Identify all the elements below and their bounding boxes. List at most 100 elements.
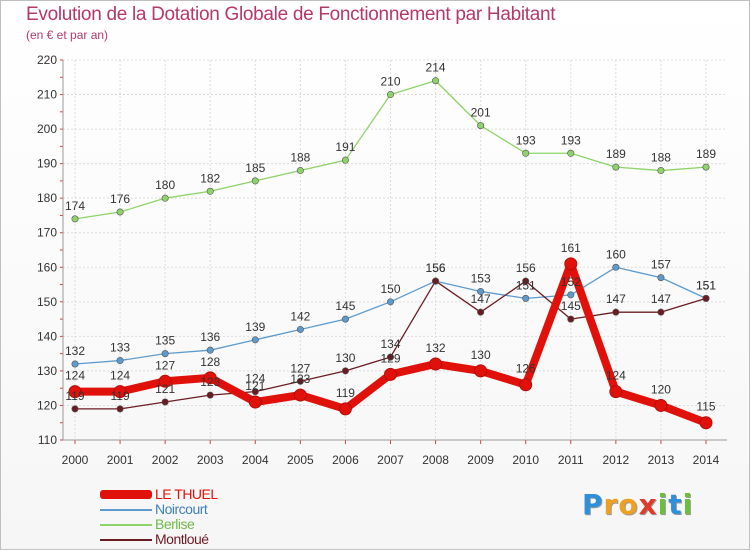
data-label-montloue: 134 xyxy=(380,337,400,351)
data-label-berlise: 176 xyxy=(110,192,130,206)
x-tick-label: 2003 xyxy=(197,453,224,467)
data-point-le-thuel xyxy=(113,385,127,399)
axes: 110 120 130 140 150 160 170 180 190 200 210 220 2000… xyxy=(37,53,727,467)
data-point-montloue xyxy=(432,277,440,285)
data-label-noircourt: 160 xyxy=(606,247,626,261)
x-tick-label: 2010 xyxy=(512,453,539,467)
data-point-le-thuel xyxy=(564,257,578,271)
y-tick-label: 170 xyxy=(37,226,57,240)
y-tick-label: 180 xyxy=(37,191,57,205)
data-point-le-thuel xyxy=(699,416,713,430)
series-lines xyxy=(68,77,713,430)
data-label-le-thuel: 124 xyxy=(606,369,626,383)
data-label-le-thuel: 161 xyxy=(561,241,581,255)
data-point-noircourt xyxy=(522,294,530,302)
data-label-le-thuel: 132 xyxy=(426,341,446,355)
logo-letter-x: x xyxy=(638,488,658,521)
x-tick-label: 2009 xyxy=(467,453,494,467)
data-label-noircourt: 142 xyxy=(290,309,310,323)
data-label-berlise: 191 xyxy=(335,140,355,154)
data-point-montloue xyxy=(341,367,349,375)
data-point-noircourt xyxy=(71,360,79,368)
legend-swatch-noircourt xyxy=(100,509,152,511)
data-label-montloue: 145 xyxy=(561,299,581,313)
data-point-noircourt xyxy=(567,291,575,299)
logo-letter-r: r xyxy=(603,488,619,521)
data-label-le-thuel: 120 xyxy=(651,382,671,396)
logo-letter-i: i xyxy=(657,488,669,521)
data-point-berlise xyxy=(432,77,440,85)
data-point-berlise xyxy=(522,149,530,157)
data-point-noircourt xyxy=(477,287,485,295)
data-point-noircourt xyxy=(612,263,620,271)
x-tick-label: 2012 xyxy=(603,453,630,467)
x-tick-label: 2002 xyxy=(152,453,179,467)
data-point-le-thuel xyxy=(384,367,397,381)
data-point-noircourt xyxy=(386,298,394,306)
data-point-berlise xyxy=(567,149,575,157)
data-point-montloue xyxy=(567,315,575,323)
data-label-berlise: 210 xyxy=(380,75,400,89)
data-label-montloue: 156 xyxy=(426,261,446,275)
data-point-montloue xyxy=(477,308,485,316)
data-point-montloue xyxy=(702,294,710,302)
y-tick-label: 190 xyxy=(37,157,57,171)
data-label-montloue: 121 xyxy=(155,382,175,396)
data-point-montloue xyxy=(116,405,124,413)
data-label-noircourt: 157 xyxy=(651,258,671,272)
data-label-le-thuel: 115 xyxy=(696,400,715,414)
data-point-le-thuel xyxy=(68,385,82,399)
legend-label-berlise: Berlise xyxy=(155,516,195,532)
data-label-le-thuel: 128 xyxy=(200,355,220,369)
data-point-berlise xyxy=(71,215,79,223)
data-label-montloue: 147 xyxy=(606,292,626,306)
logo-letter-o: o xyxy=(618,488,639,521)
data-point-montloue xyxy=(206,391,214,399)
legend-label-noircourt: Noircourt xyxy=(155,501,208,517)
y-tick-label: 110 xyxy=(38,433,57,447)
legend-swatch-le-thuel xyxy=(100,490,152,499)
data-point-le-thuel xyxy=(609,385,623,399)
x-tick-label: 2011 xyxy=(558,453,584,467)
data-label-le-thuel: 130 xyxy=(471,348,491,362)
data-label-montloue: 156 xyxy=(516,261,536,275)
data-point-le-thuel xyxy=(248,395,262,409)
data-label-montloue: 124 xyxy=(245,372,265,386)
data-point-le-thuel xyxy=(654,398,668,412)
data-point-le-thuel xyxy=(474,364,488,378)
data-label-berlise: 174 xyxy=(65,199,85,213)
data-point-berlise xyxy=(161,194,169,202)
legend-swatch-berlise xyxy=(100,524,152,526)
y-tick-label: 120 xyxy=(37,398,57,412)
legend-swatch-montloue xyxy=(100,539,152,541)
data-point-noircourt xyxy=(206,346,214,354)
data-label-noircourt: 136 xyxy=(200,330,220,344)
data-point-berlise xyxy=(386,91,394,99)
logo-letter-i2: i xyxy=(682,488,694,521)
data-label-montloue: 151 xyxy=(696,278,716,292)
legend-label-montloue: Montloué xyxy=(155,531,209,547)
data-label-le-thuel: 121 xyxy=(245,379,265,393)
data-label-le-thuel: 127 xyxy=(155,358,175,372)
data-label-montloue: 127 xyxy=(290,361,310,375)
data-point-le-thuel xyxy=(158,374,172,388)
data-label-montloue: 130 xyxy=(335,351,355,365)
data-label-berlise: 189 xyxy=(606,147,626,161)
proxiti-logo: Proxiti xyxy=(582,488,693,521)
data-point-montloue xyxy=(161,398,169,406)
data-label-noircourt: 132 xyxy=(65,344,85,358)
x-tick-label: 2004 xyxy=(242,453,269,467)
x-tick-label: 2014 xyxy=(693,453,720,467)
data-point-montloue xyxy=(296,377,304,385)
data-point-le-thuel xyxy=(429,357,443,371)
data-label-berlise: 189 xyxy=(696,147,716,161)
data-point-montloue xyxy=(71,405,79,413)
data-point-berlise xyxy=(657,167,665,175)
x-tick-label: 2006 xyxy=(332,453,359,467)
data-label-berlise: 214 xyxy=(426,61,446,75)
x-tick-label: 2005 xyxy=(287,453,314,467)
data-point-montloue xyxy=(612,308,620,316)
data-label-le-thuel: 129 xyxy=(380,351,400,365)
